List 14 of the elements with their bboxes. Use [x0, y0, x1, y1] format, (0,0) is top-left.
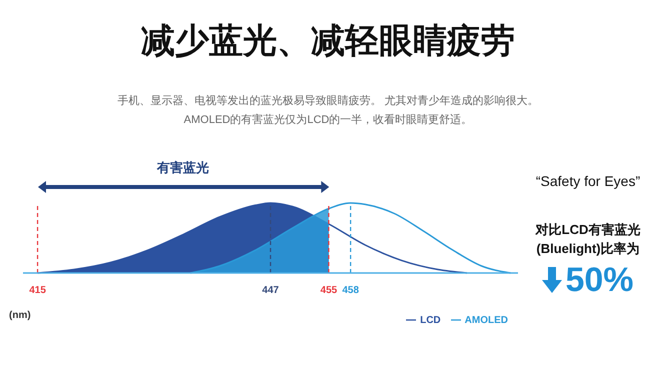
x-tick-label: 447 [262, 285, 280, 296]
text: 有害蓝光 [156, 159, 210, 177]
text: 50% [565, 261, 634, 299]
x-tick-label: 458 [342, 285, 360, 296]
chart-title: 减少蓝光、减轻眼睛疲劳 [140, 21, 516, 62]
text: (Bluelight)比率为 [535, 240, 641, 258]
x-tick-label: 455 [320, 285, 338, 296]
x-tick-label: 415 [29, 285, 46, 296]
x-axis-title: (nm) [9, 310, 31, 321]
legend-label: LCD [420, 315, 441, 326]
text: “Safety for Eyes” [534, 173, 642, 189]
chart-subtitle: 手机、显示器、电视等发出的蓝光极易导致眼睛疲劳。 尤其对青少年造成的影响很大。 AMOLED的有害蓝光仅为LCD的一半，收看时眼睛更舒适。 [116, 94, 540, 128]
legend-label: AMOLED [464, 315, 508, 326]
text: 对比LCD有害蓝光 [534, 221, 642, 239]
